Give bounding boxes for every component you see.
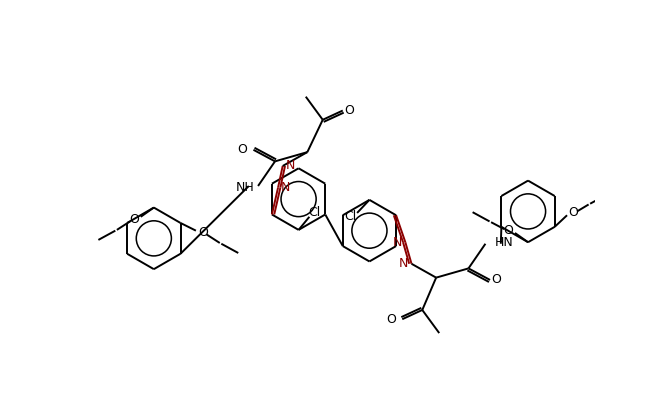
Text: N: N	[399, 257, 408, 270]
Text: N: N	[393, 236, 402, 249]
Text: O: O	[568, 207, 578, 220]
Text: O: O	[503, 224, 513, 237]
Text: O: O	[129, 213, 139, 226]
Text: HN: HN	[495, 236, 513, 249]
Text: N: N	[286, 160, 295, 173]
Text: Cl: Cl	[308, 207, 320, 220]
Text: NH: NH	[236, 181, 255, 194]
Text: O: O	[237, 143, 247, 156]
Text: O: O	[344, 104, 354, 117]
Text: O: O	[198, 226, 208, 239]
Text: O: O	[491, 273, 501, 286]
Text: O: O	[387, 313, 396, 326]
Text: Cl: Cl	[344, 210, 356, 223]
Text: N: N	[281, 181, 290, 194]
